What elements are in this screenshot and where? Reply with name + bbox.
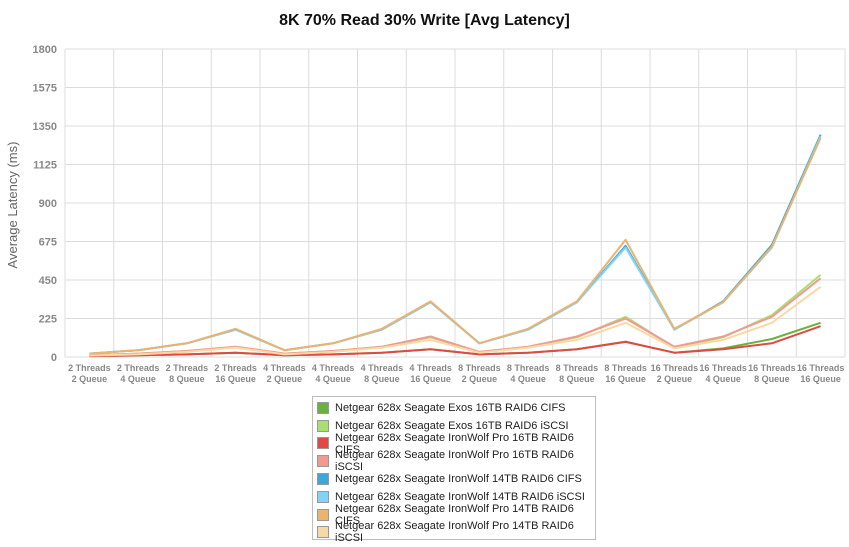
legend-label: Netgear 628x Seagate Exos 16TB RAID6 CIF… <box>335 401 566 414</box>
y-tick-label: 675 <box>39 237 57 249</box>
x-tick-label: 4 Threads 8 Queue <box>361 363 404 384</box>
y-tick-label: 1800 <box>33 44 57 56</box>
x-tick-label: 2 Threads 16 Queue <box>214 363 257 384</box>
chart-legend: Netgear 628x Seagate Exos 16TB RAID6 CIF… <box>312 396 596 544</box>
x-tick-label-line: 2 Queue <box>657 374 693 384</box>
x-tick-label-line: 4 Queue <box>120 374 156 384</box>
x-tick-label-line: 8 Threads <box>556 363 599 373</box>
legend-swatch <box>317 401 329 414</box>
legend-label: Netgear 628x Seagate IronWolf 14TB RAID6… <box>335 473 582 486</box>
y-tick-label: 1575 <box>33 83 57 95</box>
x-tick-label-line: 4 Threads <box>263 363 306 373</box>
x-tick-label-line: 4 Threads <box>361 363 404 373</box>
x-tick-label-line: 2 Threads <box>166 363 209 373</box>
x-tick-label-line: 16 Queue <box>215 374 256 384</box>
x-tick-label-line: 8 Threads <box>604 363 647 373</box>
x-tick-label-line: 8 Threads <box>507 363 550 373</box>
legend-item[interactable]: Netgear 628x Seagate IronWolf 14TB RAID6… <box>317 470 591 488</box>
x-tick-label: 4 Threads 16 Queue <box>409 363 452 384</box>
legend-swatch <box>317 526 329 539</box>
legend-swatch <box>317 455 329 468</box>
chart-title: 8K 70% Read 30% Write [Avg Latency] <box>279 12 570 29</box>
x-tick-label: 4 Threads 2 Queue <box>263 363 306 384</box>
legend-item[interactable]: Netgear 628x Seagate Exos 16TB RAID6 CIF… <box>317 399 591 417</box>
legend-item[interactable]: Netgear 628x Seagate IronWolf 14TB RAID6… <box>317 488 591 506</box>
x-tick-label-line: 16 Queue <box>410 374 451 384</box>
legend-label: Netgear 628x Seagate IronWolf Pro 14TB R… <box>335 502 574 527</box>
x-tick-label-line: 2 Threads <box>68 363 111 373</box>
legend-item[interactable]: Netgear 628x Seagate IronWolf Pro 14TB R… <box>317 520 591 544</box>
x-tick-label: 16 Threads 4 Queue <box>699 363 747 384</box>
x-tick-label-line: 4 Queue <box>315 374 351 384</box>
x-tick-label-line: 16 Queue <box>800 374 841 384</box>
legend-label: Netgear 628x Seagate Exos 16TB RAID6 iSC… <box>335 419 569 432</box>
x-tick-label-line: 16 Threads <box>651 363 699 373</box>
legend-label: Netgear 628x Seagate IronWolf Pro 14TB R… <box>335 520 574 545</box>
x-tick-label-line: 2 Queue <box>267 374 303 384</box>
x-tick-label-line: 2 Threads <box>117 363 160 373</box>
x-tick-label-line: 16 Threads <box>699 363 747 373</box>
x-tick-label-line: 2 Queue <box>462 374 498 384</box>
legend-swatch <box>317 419 329 432</box>
x-tick-label-line: 8 Queue <box>169 374 205 384</box>
x-tick-label-line: 4 Queue <box>705 374 741 384</box>
x-tick-label: 8 Threads 16 Queue <box>604 363 647 384</box>
x-tick-label-line: 8 Queue <box>364 374 400 384</box>
x-tick-label: 16 Threads 16 Queue <box>797 363 845 384</box>
x-tick-label: 8 Threads 8 Queue <box>556 363 599 384</box>
series-lines <box>89 134 822 358</box>
legend-item[interactable]: Netgear 628x Seagate Exos 16TB RAID6 iSC… <box>317 417 591 435</box>
legend-label: Netgear 628x Seagate IronWolf Pro 16TB R… <box>335 449 574 474</box>
x-tick-label-line: 2 Threads <box>214 363 257 373</box>
x-tick-label-line: 16 Queue <box>605 374 646 384</box>
series-line-2 <box>89 325 821 358</box>
legend-swatch <box>317 437 329 450</box>
grid-lines <box>64 48 846 358</box>
x-tick-label: 2 Threads 8 Queue <box>166 363 209 384</box>
y-tick-label: 900 <box>39 198 57 210</box>
series-line-7 <box>89 285 822 357</box>
legend-label: Netgear 628x Seagate IronWolf Pro 16TB R… <box>335 431 574 456</box>
y-tick-label: 1350 <box>33 121 57 133</box>
x-tick-label-line: 8 Queue <box>559 374 595 384</box>
x-tick-label-line: 16 Threads <box>748 363 796 373</box>
legend-swatch <box>317 473 329 486</box>
x-tick-label-line: 4 Threads <box>409 363 452 373</box>
x-tick-label: 4 Threads 4 Queue <box>312 363 355 384</box>
legend-item[interactable]: Netgear 628x Seagate IronWolf Pro 16TB R… <box>317 449 591 474</box>
legend-swatch <box>317 508 329 521</box>
x-tick-label-line: 8 Queue <box>754 374 790 384</box>
legend-item[interactable]: Netgear 628x Seagate IronWolf Pro 16TB R… <box>317 431 591 456</box>
legend-label: Netgear 628x Seagate IronWolf 14TB RAID6… <box>335 490 585 503</box>
x-tick-label-line: 4 Queue <box>510 374 546 384</box>
series-line-6 <box>89 137 822 355</box>
x-tick-label: 16 Threads 8 Queue <box>748 363 796 384</box>
y-tick-label: 225 <box>39 314 57 326</box>
x-tick-label: 8 Threads 2 Queue <box>458 363 501 384</box>
y-tick-label: 1125 <box>33 160 57 172</box>
x-tick-label: 16 Threads 2 Queue <box>651 363 699 384</box>
y-tick-label: 450 <box>39 275 57 287</box>
x-tick-label-line: 4 Threads <box>312 363 355 373</box>
x-tick-label: 2 Threads 4 Queue <box>117 363 160 384</box>
legend-swatch <box>317 490 329 503</box>
y-tick-label: 0 <box>51 352 57 364</box>
x-tick-label: 8 Threads 4 Queue <box>507 363 550 384</box>
y-axis-ticks: 0 225 450 675 900 1125 1350 1575 1800 <box>33 44 57 364</box>
x-tick-label-line: 2 Queue <box>72 374 108 384</box>
x-tick-label-line: 8 Threads <box>458 363 501 373</box>
legend-item[interactable]: Netgear 628x Seagate IronWolf Pro 14TB R… <box>317 502 591 527</box>
x-tick-label: 2 Threads 2 Queue <box>68 363 111 384</box>
x-tick-label-line: 16 Threads <box>797 363 845 373</box>
y-axis-label: Average Latency (ms) <box>5 142 20 269</box>
